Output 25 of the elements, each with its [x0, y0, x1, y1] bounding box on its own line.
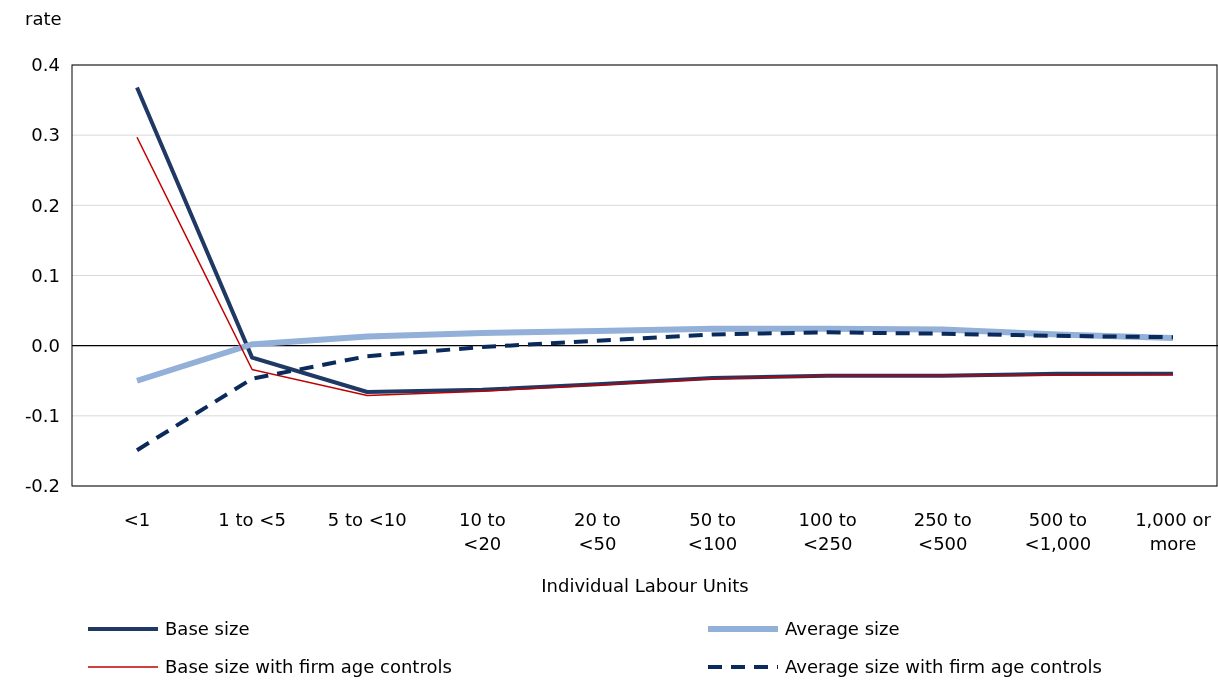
x-tick-label: 20 to <50 [574, 509, 621, 554]
x-tick-label: 500 to <1,000 [1024, 509, 1092, 554]
x-tick-label: 5 to <10 [327, 509, 407, 530]
y-axis-title: rate [25, 8, 62, 29]
y-tick-label: 0.0 [31, 334, 60, 356]
legend-label: Average size with firm age controls [785, 656, 1102, 678]
x-tick-label: 10 to <20 [458, 509, 506, 554]
line-series [135, 330, 1175, 453]
x-tick-label: 250 to <500 [913, 509, 972, 554]
x-tick-label: 1,000 or more [1135, 509, 1212, 554]
legend-label: Base size [165, 618, 250, 640]
y-tick-label: 0.3 [31, 124, 60, 146]
y-tick-label: 0.2 [31, 194, 60, 216]
line-series [136, 136, 1174, 397]
y-tick-label: -0.1 [24, 405, 60, 427]
legend-label: Base size with firm age controls [165, 656, 452, 678]
x-tick-label: 100 to <250 [798, 509, 857, 554]
x-tick-label: 50 to <100 [687, 509, 738, 554]
y-tick-label: 0.4 [31, 54, 60, 76]
x-axis-title: Individual Labour Units [541, 575, 749, 596]
y-tick-label: -0.2 [24, 475, 60, 497]
y-tick-label: 0.1 [31, 264, 60, 286]
x-tick-label: <1 [123, 509, 151, 530]
legend-label: Average size [785, 618, 900, 640]
x-tick-label: 1 to <5 [218, 509, 286, 530]
